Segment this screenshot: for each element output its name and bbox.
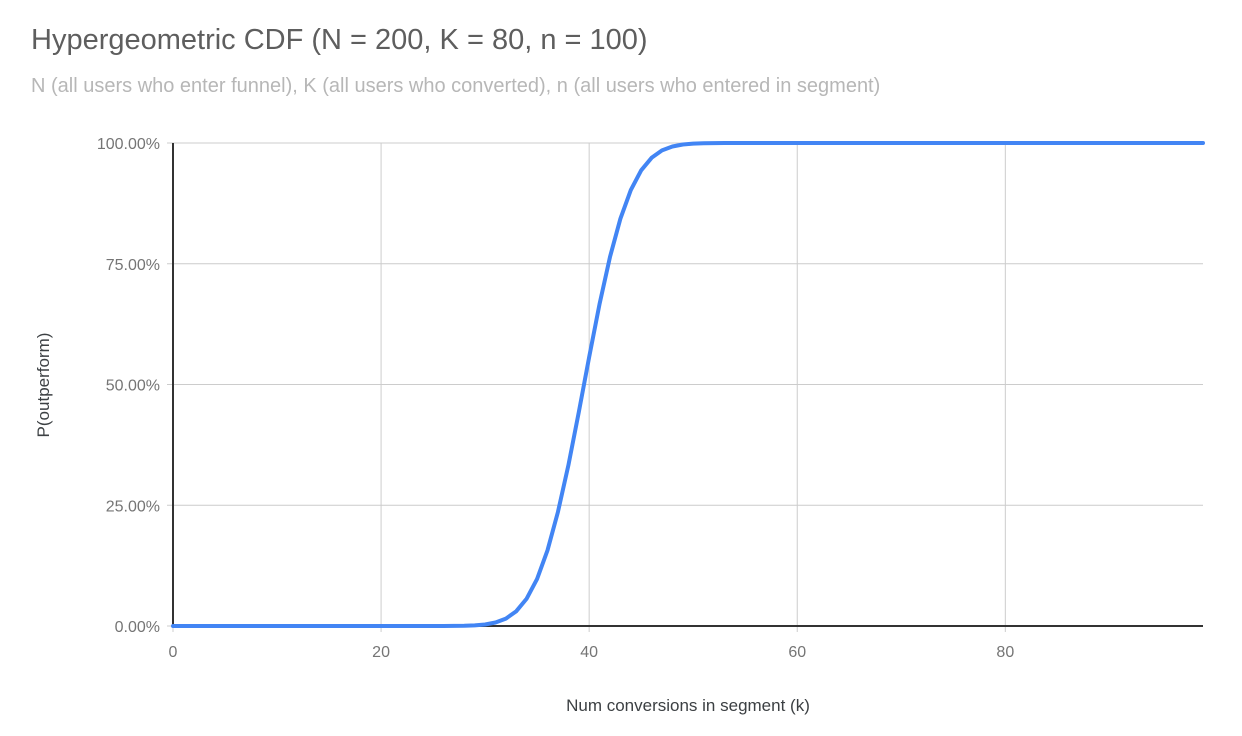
svg-text:60: 60 xyxy=(788,644,806,661)
x-tick-labels: 0 20 40 60 80 xyxy=(169,644,1015,661)
svg-text:40: 40 xyxy=(580,644,598,661)
chart-title: Hypergeometric CDF (N = 200, K = 80, n =… xyxy=(31,24,648,56)
y-tick-labels: 0.00% 25.00% 50.00% 75.00% 100.00% xyxy=(97,136,160,636)
axis-ticks xyxy=(167,142,1006,632)
svg-text:100.00%: 100.00% xyxy=(97,136,160,153)
gridlines xyxy=(173,142,1203,627)
svg-text:50.00%: 50.00% xyxy=(106,378,160,395)
cdf-curve xyxy=(171,141,1205,628)
svg-text:0.00%: 0.00% xyxy=(115,619,160,636)
svg-text:80: 80 xyxy=(996,644,1014,661)
svg-text:75.00%: 75.00% xyxy=(106,257,160,274)
svg-text:25.00%: 25.00% xyxy=(106,498,160,515)
y-axis-title: P(outperform) xyxy=(34,332,53,438)
svg-text:20: 20 xyxy=(372,644,390,661)
svg-text:0: 0 xyxy=(169,644,178,661)
x-axis-title: Num conversions in segment (k) xyxy=(566,696,810,715)
chart-subtitle: N (all users who enter funnel), K (all u… xyxy=(31,75,881,97)
